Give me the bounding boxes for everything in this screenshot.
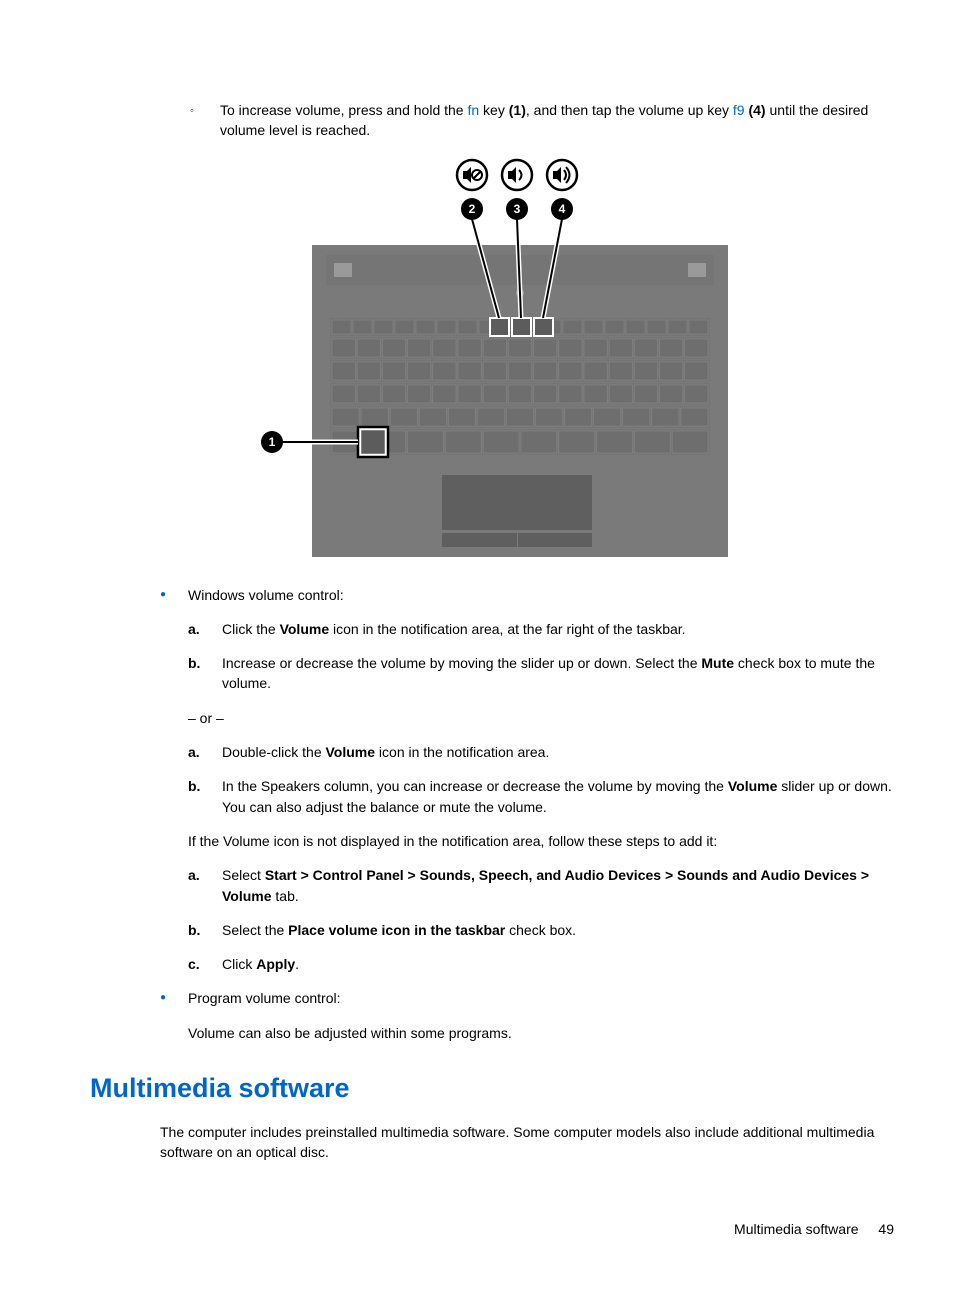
bullet-windows-volume: ● Windows volume control: (160, 585, 894, 605)
footer-label: Multimedia software (734, 1221, 859, 1237)
program-volume-body: Volume can also be adjusted within some … (188, 1023, 894, 1043)
svg-text:2: 2 (469, 202, 476, 216)
txt: icon in the notification area. (375, 744, 549, 760)
txt: . (295, 956, 299, 972)
or-separator: – or – (188, 708, 894, 728)
list-item: a. Select Start > Control Panel > Sounds… (188, 865, 894, 906)
txt: Double-click the (222, 744, 326, 760)
section-body: The computer includes preinstalled multi… (160, 1122, 894, 1163)
bold: Volume (728, 778, 778, 794)
txt: icon in the notification area, at the fa… (329, 621, 685, 637)
bullet-dot-icon: ● (160, 988, 188, 1008)
item-letter: a. (188, 742, 222, 762)
item-letter: c. (188, 954, 222, 974)
bold: Volume (326, 744, 376, 760)
txt: key (479, 102, 509, 118)
item-text: Select Start > Control Panel > Sounds, S… (222, 865, 894, 906)
bold: Mute (701, 655, 734, 671)
bold: Volume (280, 621, 330, 637)
item-text: Click Apply. (222, 954, 894, 974)
ordered-list-3: a. Select Start > Control Panel > Sounds… (188, 865, 894, 974)
ordered-list-2: a. Double-click the Volume icon in the n… (188, 742, 894, 817)
txt: Click (222, 956, 256, 972)
bullet-dot-icon: ● (160, 585, 188, 605)
list-item: a. Double-click the Volume icon in the n… (188, 742, 894, 762)
section-heading-multimedia: Multimedia software (90, 1069, 894, 1108)
ordered-list-1: a. Click the Volume icon in the notifica… (188, 619, 894, 694)
page-footer: Multimedia software 49 (90, 1219, 894, 1239)
bullet-text: Windows volume control: (188, 585, 894, 605)
callout-4: (4) (748, 102, 765, 118)
item-text: Click the Volume icon in the notificatio… (222, 619, 894, 639)
item-text: Increase or decrease the volume by movin… (222, 653, 894, 694)
bold: Apply (256, 956, 295, 972)
txt: Select the (222, 922, 288, 938)
item-letter: b. (188, 653, 222, 673)
instruction-text: To increase volume, press and hold the f… (220, 100, 894, 141)
list-item: b. Select the Place volume icon in the t… (188, 920, 894, 940)
keyboard-diagram: 2 3 4 1 (256, 155, 728, 557)
item-letter: a. (188, 865, 222, 885)
instruction-increase-volume: ◦ To increase volume, press and hold the… (190, 100, 894, 141)
item-letter: b. (188, 920, 222, 940)
svg-text:1: 1 (269, 435, 276, 449)
txt: Select (222, 867, 265, 883)
item-text: Select the Place volume icon in the task… (222, 920, 894, 940)
item-letter: b. (188, 776, 222, 796)
svg-text:3: 3 (514, 202, 521, 216)
keyboard-diagram-wrap: 2 3 4 1 (90, 155, 894, 557)
txt: , and then tap the volume up key (526, 102, 733, 118)
bold: Place volume icon in the taskbar (288, 922, 505, 938)
list-item: b. In the Speakers column, you can incre… (188, 776, 894, 817)
txt: tab. (272, 888, 299, 904)
item-text: In the Speakers column, you can increase… (222, 776, 894, 817)
txt: Click the (222, 621, 280, 637)
list-item: a. Click the Volume icon in the notifica… (188, 619, 894, 639)
item-text: Double-click the Volume icon in the noti… (222, 742, 894, 762)
f9-key: f9 (733, 102, 745, 118)
list-item: c. Click Apply. (188, 954, 894, 974)
svg-text:4: 4 (559, 202, 566, 216)
txt: check box. (505, 922, 576, 938)
list-item: b. Increase or decrease the volume by mo… (188, 653, 894, 694)
note-add-icon: If the Volume icon is not displayed in t… (188, 831, 894, 851)
bullet-program-volume: ● Program volume control: (160, 988, 894, 1008)
bullet-text: Program volume control: (188, 988, 894, 1008)
txt: To increase volume, press and hold the (220, 102, 467, 118)
page-number: 49 (878, 1221, 894, 1237)
fn-key: fn (467, 102, 479, 118)
sub-bullet-marker: ◦ (190, 100, 220, 122)
item-letter: a. (188, 619, 222, 639)
txt: Increase or decrease the volume by movin… (222, 655, 701, 671)
bold: Start > Control Panel > Sounds, Speech, … (222, 867, 869, 903)
txt: In the Speakers column, you can increase… (222, 778, 728, 794)
callout-1: (1) (509, 102, 526, 118)
